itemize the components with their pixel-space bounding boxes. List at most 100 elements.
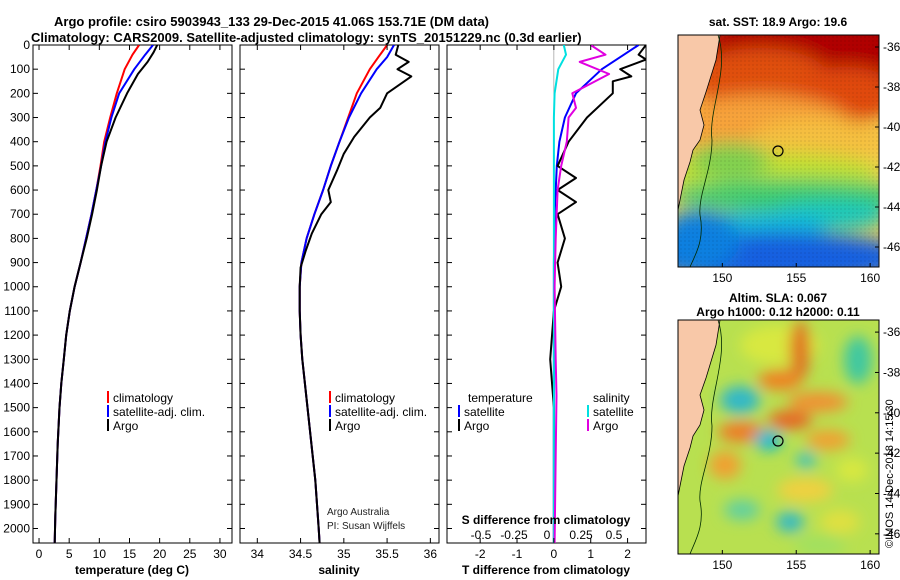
depth-axis: 0 100 200 300 400 500 600 700 800 900 1000 1100 1200… bbox=[3, 38, 646, 535]
s-tick: -0.25 bbox=[500, 528, 528, 542]
sla-map-title-1: Altim. SLA: 0.067 bbox=[729, 291, 827, 305]
y-tick-label: 300 bbox=[10, 111, 30, 125]
y-tick-label: 900 bbox=[10, 256, 30, 270]
s-tick: -0.5 bbox=[471, 528, 492, 542]
x-tick-label: 2 bbox=[624, 547, 631, 561]
x-tick-label: 34 bbox=[251, 547, 265, 561]
y-tick-label: 1400 bbox=[3, 376, 30, 390]
sla-map-title-2: Argo h1000: 0.12 h2000: 0.11 bbox=[696, 305, 860, 319]
difference-panel-frame bbox=[446, 44, 647, 544]
sla-map-axes: -36 -38 -40 -42 -44 -46 150 155 160 bbox=[712, 325, 900, 572]
sla-isobath bbox=[689, 320, 722, 554]
y-tick-label: 500 bbox=[10, 159, 30, 173]
x-tick-label: 5 bbox=[66, 547, 73, 561]
x-tick-label: 1 bbox=[587, 547, 594, 561]
x-tick-label: 10 bbox=[93, 547, 107, 561]
x-tick-label: 0 bbox=[551, 547, 558, 561]
x-tick-label: 35 bbox=[337, 547, 351, 561]
temperature-legend: climatology satellite-adj. clim. Argo bbox=[107, 391, 205, 433]
y-tick-label: 1700 bbox=[3, 449, 30, 463]
difference-plot bbox=[549, 45, 646, 543]
series-satellite-adj-clim- bbox=[53, 45, 154, 543]
sst-map-axes: -36 -38 -40 -42 -44 -46 150 155 160 bbox=[712, 40, 900, 285]
x-tick-label: 35.5 bbox=[375, 547, 399, 561]
y-tick-label: 400 bbox=[10, 135, 30, 149]
temperature-xlabel: temperature (deg C) bbox=[75, 563, 189, 577]
y-tick-label: 800 bbox=[10, 231, 30, 245]
lat-label: -46 bbox=[883, 527, 900, 541]
sla-map-frame bbox=[677, 319, 880, 555]
y-tick-label: 2000 bbox=[3, 521, 30, 535]
sst-map bbox=[678, 35, 879, 267]
x-tick-label: 34.5 bbox=[289, 547, 313, 561]
x-tick-label: 15 bbox=[123, 547, 137, 561]
lat-label: -42 bbox=[883, 446, 900, 460]
temperature-plot bbox=[53, 45, 159, 543]
argo-location-marker bbox=[772, 435, 784, 447]
header-line-1: Argo profile: csiro 5903943_133 29-Dec-2… bbox=[54, 14, 489, 29]
header-line-2: Climatology: CARS2009. Satellite-adjuste… bbox=[31, 30, 582, 45]
sst-isobath bbox=[689, 35, 722, 267]
y-tick-label: 1600 bbox=[3, 425, 30, 439]
salinity-legend: climatology satellite-adj. clim. Argo bbox=[329, 391, 427, 433]
lat-label: -36 bbox=[883, 40, 900, 54]
legend-label-climatology: climatology bbox=[113, 391, 173, 405]
lat-label: -42 bbox=[883, 160, 900, 174]
difference-salinity-legend: salinity satellite Argo bbox=[587, 391, 634, 433]
x-tick-label: -1 bbox=[512, 547, 523, 561]
series-t-argo bbox=[549, 45, 646, 543]
series-s-satellite bbox=[552, 45, 567, 543]
x-tick-label: 30 bbox=[213, 547, 227, 561]
temperature-panel-frame bbox=[32, 44, 233, 544]
salinity-panel-frame bbox=[239, 44, 440, 544]
lat-label: -38 bbox=[883, 80, 900, 94]
legend-label-t-satellite: satellite bbox=[464, 405, 505, 419]
y-tick-label: 0 bbox=[23, 38, 30, 52]
y-tick-label: 1000 bbox=[3, 280, 30, 294]
salinity-plot bbox=[298, 45, 413, 543]
lat-label: -40 bbox=[883, 120, 900, 134]
y-tick-label: 600 bbox=[10, 183, 30, 197]
sst-map-frame bbox=[677, 34, 880, 268]
lat-label: -38 bbox=[883, 365, 900, 379]
lon-label: 155 bbox=[786, 558, 806, 572]
x-tick-label: 36 bbox=[424, 547, 438, 561]
sla-map bbox=[678, 320, 879, 554]
series-t-satellite bbox=[552, 45, 640, 543]
lat-label: -44 bbox=[883, 486, 900, 500]
lat-label: -46 bbox=[883, 240, 900, 254]
lon-label: 160 bbox=[860, 558, 880, 572]
lat-label: -36 bbox=[883, 325, 900, 339]
series-climatology bbox=[53, 45, 140, 543]
lon-label: 150 bbox=[712, 558, 732, 572]
x-tick-label: 20 bbox=[153, 547, 167, 561]
series-climatology bbox=[298, 45, 388, 543]
australia-coastline bbox=[678, 35, 721, 211]
argo-location-marker bbox=[772, 145, 784, 157]
lon-label: 155 bbox=[786, 271, 806, 285]
legend-label-t-argo: Argo bbox=[464, 419, 490, 433]
legend-label-satellite: satellite-adj. clim. bbox=[113, 405, 205, 419]
legend-label-argo: Argo bbox=[113, 419, 139, 433]
legend-title-salinity: salinity bbox=[593, 391, 630, 405]
s-tick: 0.25 bbox=[569, 528, 593, 542]
y-tick-label: 1200 bbox=[3, 328, 30, 342]
credit-argo-australia: Argo Australia bbox=[327, 507, 390, 518]
legend-label-argo: Argo bbox=[335, 419, 361, 433]
lat-label: -40 bbox=[883, 406, 900, 420]
y-tick-label: 1100 bbox=[4, 304, 30, 318]
australia-coastline bbox=[678, 320, 721, 497]
y-tick-label: 1300 bbox=[3, 352, 30, 366]
y-tick-label: 100 bbox=[10, 62, 30, 76]
s-difference-label: S difference from climatology bbox=[462, 513, 631, 527]
legend-label-s-argo: Argo bbox=[593, 419, 619, 433]
series-argo bbox=[298, 45, 413, 543]
s-tick: 0.5 bbox=[606, 528, 623, 542]
legend-label-climatology: climatology bbox=[335, 391, 395, 405]
difference-temperature-legend: temperature satellite Argo bbox=[458, 391, 533, 433]
legend-title-temperature: temperature bbox=[468, 391, 533, 405]
y-tick-label: 700 bbox=[10, 207, 30, 221]
y-tick-label: 1500 bbox=[3, 401, 30, 415]
y-tick-label: 1900 bbox=[3, 497, 30, 511]
